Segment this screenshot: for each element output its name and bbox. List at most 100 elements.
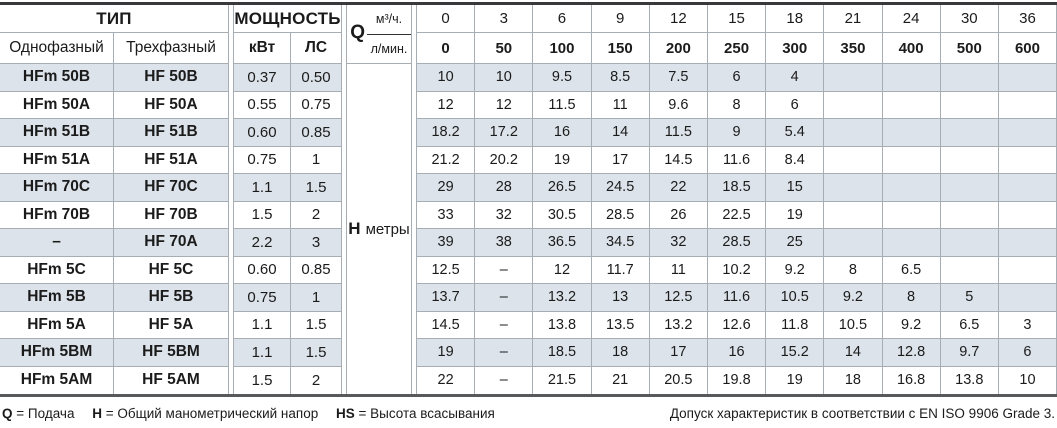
h-value: 21.2 [417,146,476,174]
single-phase-model: HFm 70B [0,201,114,229]
h-value: 3 [998,311,1057,339]
column-gap [228,146,234,174]
kw-value: 0.75 [234,146,291,174]
hp-value: 3 [291,229,341,257]
h-value: – [475,284,534,312]
column-gap [411,201,417,229]
h-value: 10 [417,64,476,92]
h-value: 18.5 [533,339,592,367]
h-value: 10 [999,366,1057,394]
h-value: 18 [591,339,650,367]
h-value [998,229,1057,257]
three-phase-header: Трехфазный [114,33,228,64]
table-header: ТИП Однофазный Трехфазный МОЩНОСТЬ кВт Л… [0,5,1057,64]
h-value: 9.7 [940,339,999,367]
column-gap [411,284,417,312]
column-gap [228,366,234,394]
legend-def: = Общий манометрический напор [105,406,319,421]
h-value: 18.5 [707,174,767,202]
m3h-value: 18 [766,5,824,33]
h-value: 21 [592,366,650,394]
table-row: HFm 5C HF 5C 0.60 0.85 12.5–12 11.7 11 10.2 9.2 8… [0,256,1057,284]
flow-header-col: 30 500 [940,5,999,64]
kw-value: 1.1 [234,311,291,339]
h-value: 8.4 [766,146,825,174]
h-value: 12 [475,91,534,119]
lmin-value: 250 [707,33,766,64]
table-row: – HF 70A 2.2 3 39 38 36.5 34.5 32 28.5 25 [0,229,1057,257]
h-value [824,229,883,257]
column-gap [228,64,234,92]
h-value: 28.5 [591,201,650,229]
column-gap [341,64,347,92]
h-value: 18 [824,366,883,394]
h-value [882,201,941,229]
table-row: HFm 5A HF 5A 1.1 1.5 14.5–13.8 13.5 13.2 12.6 11… [0,311,1057,339]
kw-value: 0.60 [234,119,291,147]
h-value: 21.5 [533,366,592,394]
h-value: 13.2 [649,311,708,339]
table-row: HFm 51B HF 51B 0.60 0.85 18.2 17.2 16 14 11.5 9 5.… [0,119,1057,147]
h-value: 26 [649,201,708,229]
single-phase-model: HFm 51B [0,119,114,147]
h-value [882,64,941,92]
column-gap [228,229,234,257]
h-value: 9.2 [882,311,941,339]
h-value [998,91,1057,119]
h-value: 14 [824,339,883,367]
column-gap [341,5,347,64]
lmin-value: 350 [824,33,882,64]
lmin-value: 0 [417,33,475,64]
h-value: – [475,339,534,367]
hp-value: 1.5 [291,174,341,202]
single-phase-model: HFm 5A [0,311,114,339]
h-value: 11.5 [649,119,708,147]
flow-header-col: 36 600 [998,5,1057,64]
h-value: 36.5 [533,229,592,257]
h-value: – [475,256,534,284]
single-phase-model: HFm 5AM [0,366,114,394]
h-value: 14 [591,119,650,147]
kw-value: 0.55 [234,91,291,119]
h-value [824,146,883,174]
h-value: 10.2 [707,256,767,284]
h-value: 15.2 [766,339,825,367]
column-gap [411,256,417,284]
h-value: 19 [766,366,825,394]
h-value: 33 [417,201,476,229]
h-value: 25 [766,229,825,257]
h-value: 12.8 [882,339,941,367]
column-gap [228,91,234,119]
column-gap [341,284,347,312]
h-value [824,64,883,92]
lmin-value: 200 [649,33,707,64]
meters-unit-label: метры [365,220,410,238]
h-value: 16 [707,339,767,367]
h-value: 38 [475,229,534,257]
h-value: 12 [417,91,476,119]
lmin-value: 150 [591,33,649,64]
flow-header-col: 3 50 [475,5,534,64]
lmin-value: 600 [998,33,1057,64]
h-value [940,91,999,119]
column-gap [341,119,347,147]
h-value [882,174,941,202]
three-phase-model: HF 70C [114,174,228,202]
three-phase-model: HF 5C [114,257,228,284]
h-value: 8 [882,284,941,312]
m3h-value: 9 [591,5,649,33]
h-value: 14.5 [649,146,708,174]
h-value: 10.5 [766,284,825,312]
kw-value: 1.5 [234,366,291,394]
tolerance-note: Допуск характеристик в соответствии с EN… [669,406,1055,421]
h-value: 17 [591,146,650,174]
h-value: 14.5 [417,311,476,339]
single-phase-model: HFm 5B [0,284,114,312]
m3h-value: 21 [824,5,882,33]
legend-term: Q [2,406,13,421]
lmin-value: 100 [533,33,591,64]
h-value [882,229,941,257]
m3h-value: 36 [998,5,1057,33]
h-value: 8.5 [591,64,650,92]
h-value: 11 [591,91,650,119]
